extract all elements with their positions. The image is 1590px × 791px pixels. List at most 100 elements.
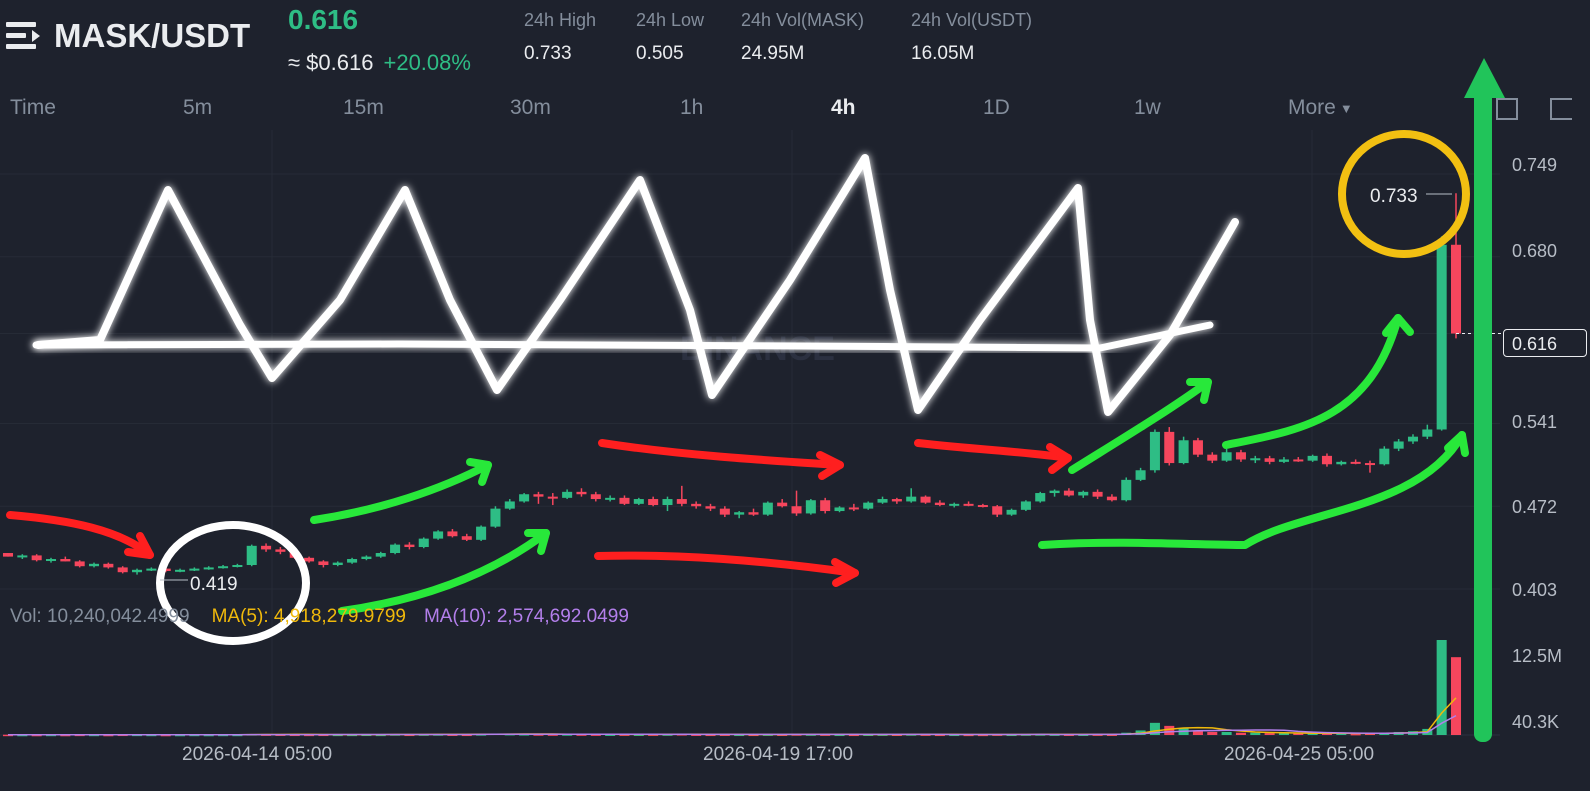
candle xyxy=(777,499,788,508)
candle-body xyxy=(1436,244,1447,430)
candle-body xyxy=(89,563,100,567)
volume-bar xyxy=(1250,732,1261,735)
volume-bar xyxy=(1336,733,1347,735)
candle-body xyxy=(246,545,257,566)
candle-body xyxy=(1106,496,1117,501)
candle xyxy=(1092,489,1103,500)
tab-1d[interactable]: 1D xyxy=(983,96,1010,119)
tab-4h[interactable]: 4h xyxy=(831,96,856,119)
candle-body xyxy=(848,507,859,510)
candle-body xyxy=(1035,493,1046,502)
red-arrow-head xyxy=(1046,443,1072,474)
candle xyxy=(805,499,816,515)
green-arrow-annotation xyxy=(310,461,492,524)
candle xyxy=(304,556,315,563)
candle-body xyxy=(963,503,974,506)
candle xyxy=(1278,457,1289,464)
fullscreen-icon[interactable] xyxy=(1496,98,1518,120)
candle xyxy=(1020,500,1031,512)
candle-body xyxy=(1192,440,1203,455)
ma5-value: MA(5): 4,918,279.9799 xyxy=(211,606,406,627)
stat-24h-high: 24h High 0.733 xyxy=(524,10,596,65)
tab-5m[interactable]: 5m xyxy=(183,96,213,119)
trading-pair[interactable]: MASK/USDT xyxy=(54,17,251,54)
volume-bar xyxy=(347,734,358,737)
menu-icon[interactable] xyxy=(6,22,42,52)
volume-bar xyxy=(1106,734,1117,736)
last-price: 0.616 xyxy=(288,4,359,35)
candle-body xyxy=(1235,452,1246,460)
y-axis-label: 0.403 xyxy=(1512,580,1558,600)
volume-bar xyxy=(1235,732,1246,735)
candle-body xyxy=(762,502,773,515)
candle-body xyxy=(332,562,343,566)
candle-body xyxy=(863,502,874,509)
red-arrow-annotation xyxy=(598,439,844,469)
candle-body xyxy=(1006,509,1017,515)
candle xyxy=(1293,457,1304,462)
tab-1w[interactable]: 1w xyxy=(1134,96,1161,119)
candles xyxy=(2,193,1503,575)
candle-body xyxy=(891,499,902,502)
stat-24h-low: 24h Low 0.505 xyxy=(636,10,704,65)
candle xyxy=(576,488,587,497)
candle xyxy=(132,568,143,575)
candle xyxy=(1121,477,1132,502)
volume-bar xyxy=(160,734,171,737)
stat-value: 0.505 xyxy=(636,43,684,64)
candle xyxy=(648,496,659,507)
candle-body xyxy=(347,559,358,563)
candle-body xyxy=(1121,479,1132,501)
candle-body xyxy=(45,559,57,562)
candle-body xyxy=(576,491,587,495)
y-axis-label: 0.541 xyxy=(1512,412,1558,432)
green-arrow-head xyxy=(466,458,492,486)
candle-body xyxy=(519,494,530,502)
candle-body xyxy=(304,557,315,562)
tab-time[interactable]: Time xyxy=(10,96,56,119)
candle xyxy=(31,554,42,562)
candle-body xyxy=(1049,490,1060,494)
candle xyxy=(547,493,558,506)
volume-bar xyxy=(949,734,960,737)
candle-body xyxy=(404,544,415,548)
volume-bar xyxy=(1149,722,1160,735)
tab-more[interactable]: More ▼ xyxy=(1288,96,1353,120)
volume-bar xyxy=(633,734,644,736)
tab-1h[interactable]: 1h xyxy=(680,96,704,119)
volume-bar xyxy=(691,734,702,736)
candle-body xyxy=(920,496,931,503)
candle xyxy=(949,502,960,508)
candle-body xyxy=(1336,461,1347,465)
candle-body xyxy=(605,497,616,500)
candle-body xyxy=(361,556,372,560)
candle xyxy=(390,543,401,555)
candle xyxy=(1336,460,1347,466)
candle-body xyxy=(691,503,702,507)
candle xyxy=(1049,489,1060,497)
candle xyxy=(1106,494,1117,502)
candle xyxy=(820,497,831,514)
candle-body xyxy=(146,568,157,571)
zigzag-annotation xyxy=(34,154,1239,416)
candle xyxy=(848,503,859,512)
tab-15m[interactable]: 15m xyxy=(343,96,384,119)
tab-30m[interactable]: 30m xyxy=(510,96,551,119)
candle-body xyxy=(590,494,601,500)
candle-body xyxy=(2,553,14,557)
candle xyxy=(1450,193,1462,339)
candle xyxy=(920,495,931,504)
candle xyxy=(1192,437,1203,458)
candle xyxy=(1250,455,1261,464)
candle-body xyxy=(1149,431,1160,471)
candle-body xyxy=(1393,441,1404,449)
candle xyxy=(146,567,157,572)
candle xyxy=(275,547,286,555)
candle-body xyxy=(189,568,200,571)
candle xyxy=(246,544,257,567)
green-arrow-annotation xyxy=(1038,431,1466,549)
candle-body xyxy=(17,555,28,558)
settings-icon[interactable] xyxy=(1550,98,1572,120)
volume-bar xyxy=(1006,734,1017,737)
